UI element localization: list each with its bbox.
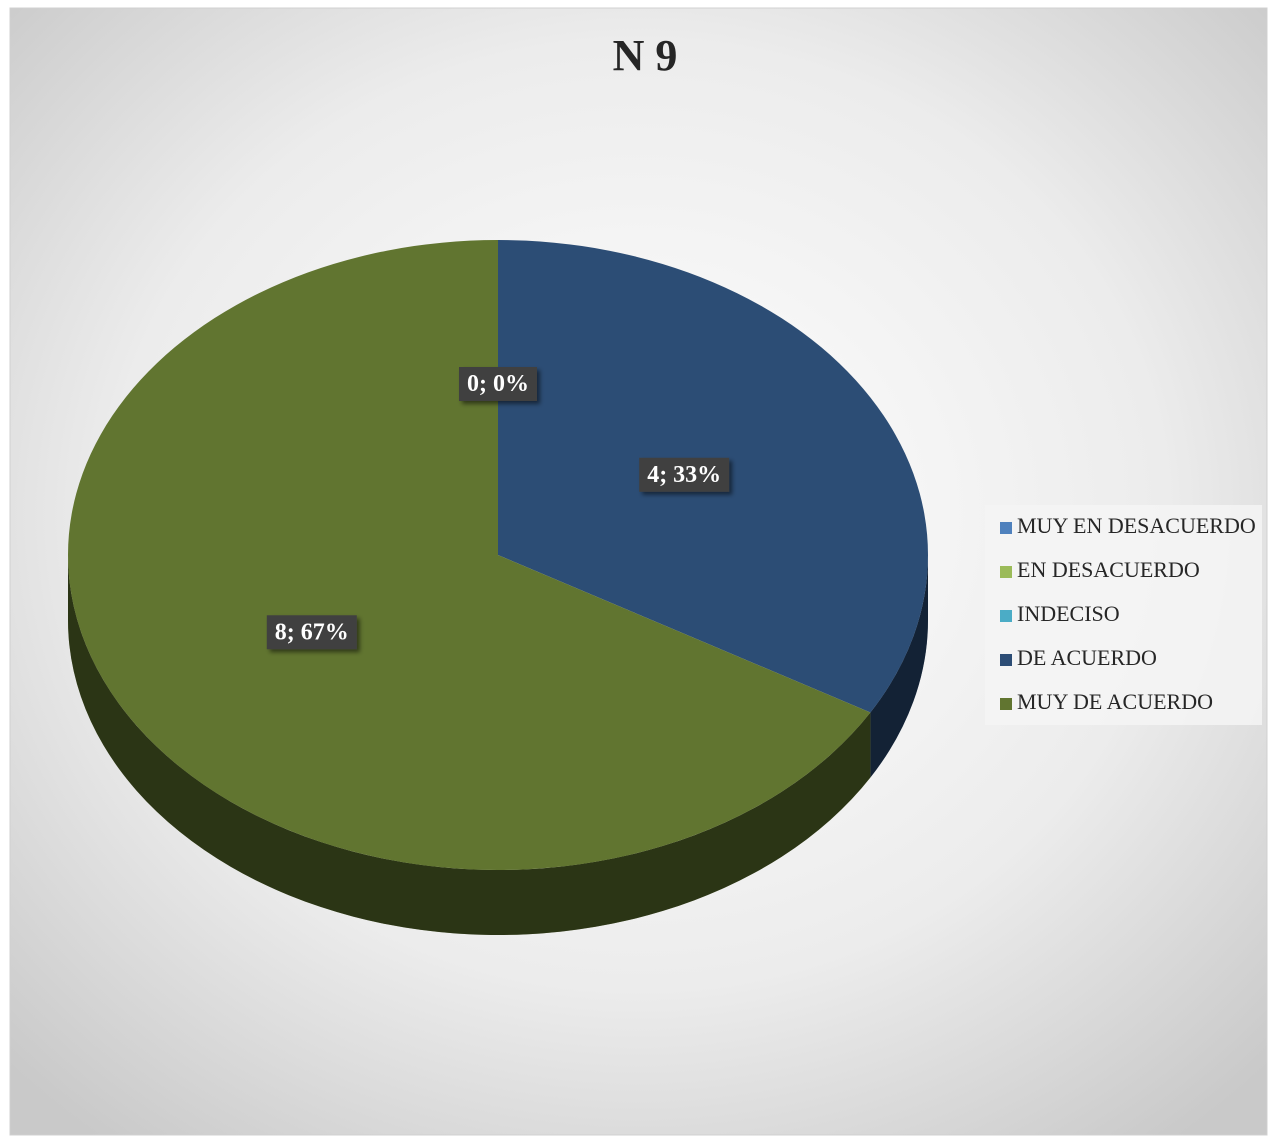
label-box: [639, 457, 730, 492]
data-label: 4; 33%: [639, 457, 730, 492]
data-label: 8; 67%: [266, 615, 357, 650]
legend-swatch: [1000, 566, 1012, 578]
legend-label: MUY EN DESACUERDO: [1017, 513, 1256, 538]
label-text: 4; 33%: [647, 462, 721, 488]
legend-swatch: [1000, 698, 1012, 710]
side-shade: [870, 555, 928, 778]
legend: MUY EN DESACUERDO EN DESACUERDO INDECISO DE…: [1000, 513, 1256, 714]
legend-box: [985, 505, 1262, 725]
legend-swatch: [1000, 610, 1012, 622]
side-shade: [67, 555, 871, 936]
pie: [67, 240, 928, 936]
legend-label: MUY DE ACUERDO: [1017, 689, 1213, 714]
legend-swatch: [1000, 522, 1012, 534]
label-box: [459, 367, 537, 402]
legend-label: DE ACUERDO: [1017, 645, 1157, 670]
data-labels: 0; 0% 4; 33% 8; 67%: [266, 367, 730, 650]
chart-title: N 9: [613, 31, 678, 80]
legend-label: EN DESACUERDO: [1017, 557, 1200, 582]
data-label: 0; 0%: [459, 367, 537, 402]
label-text: 0; 0%: [467, 371, 529, 397]
label-text: 8; 67%: [275, 619, 349, 645]
legend-swatch: [1000, 654, 1012, 666]
legend-label: INDECISO: [1017, 601, 1120, 626]
slice: [67, 240, 871, 870]
label-box: [266, 615, 357, 650]
